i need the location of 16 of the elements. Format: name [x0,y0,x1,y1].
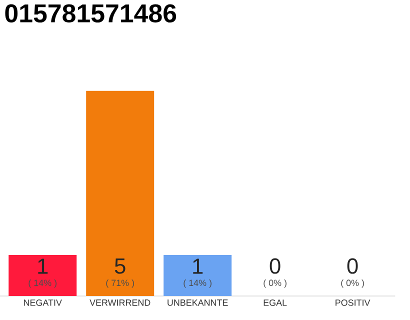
x-tick-label: VERWIRREND [90,300,150,306]
data-label: 0 [347,258,358,274]
annotation: ( 0% ) [341,279,364,288]
data-label: 1 [193,258,203,274]
x-tick-label: EGAL [264,300,287,306]
chart-title: 015781571486 [5,4,176,23]
data-label: 0 [270,258,280,274]
data-label: 1 [38,258,48,274]
x-tick-label: NEGATIV [24,300,62,306]
annotation: ( 14% ) [28,279,57,288]
annotation: ( 0% ) [264,279,286,288]
x-tick-label: POSITIV [336,300,370,306]
annotation: ( 71% ) [106,279,134,288]
data-label: 5 [114,258,126,274]
x-tick-label: UNBEKANNTE [168,300,228,306]
annotation: ( 14% ) [184,279,212,288]
